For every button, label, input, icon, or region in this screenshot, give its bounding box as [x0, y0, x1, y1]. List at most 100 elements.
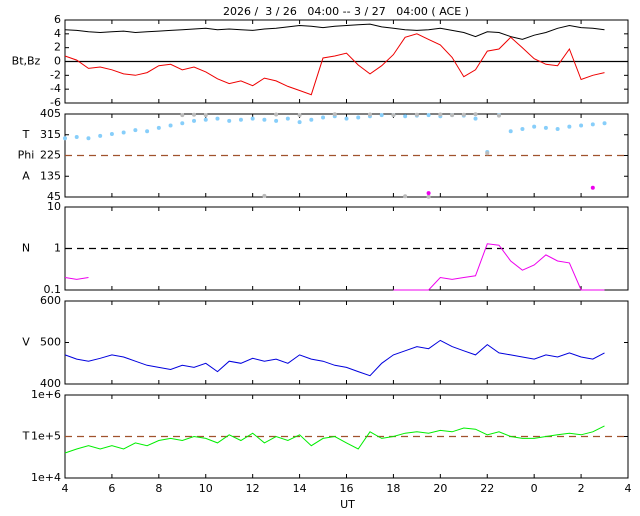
data-point: [297, 113, 302, 118]
x-tick-label: 18: [386, 482, 400, 495]
data-point: [567, 124, 572, 129]
data-point: [180, 113, 185, 118]
data-point: [450, 113, 455, 118]
y-axis-label: A: [22, 169, 30, 182]
y-tick-label: 0.1: [44, 283, 62, 296]
x-tick-label: 8: [155, 482, 162, 495]
x-tick-label: 14: [293, 482, 307, 495]
x-tick-label: 20: [433, 482, 447, 495]
data-point: [74, 135, 79, 140]
y-tick-label: 315: [40, 128, 61, 141]
data-point: [121, 130, 126, 135]
y-tick-label: 10: [47, 200, 61, 213]
data-point: [473, 112, 478, 117]
data-point: [63, 136, 67, 141]
data-point: [426, 113, 431, 118]
data-point: [262, 117, 267, 122]
data-point: [426, 191, 431, 196]
data-point: [156, 125, 161, 130]
data-point: [274, 112, 279, 117]
x-tick-label: 12: [246, 482, 260, 495]
y-tick-label: -2: [50, 68, 61, 81]
y-tick-label: 405: [40, 107, 61, 120]
y-axis-label: T: [22, 128, 30, 141]
data-point: [180, 121, 185, 126]
y-tick-label: -4: [50, 82, 61, 95]
y-axis-label: T: [22, 430, 30, 443]
x-tick-label: 0: [531, 482, 538, 495]
data-point: [285, 116, 290, 121]
data-point: [438, 112, 443, 117]
y-tick-label: 45: [47, 190, 61, 203]
data-point: [168, 123, 173, 128]
series-line: [64, 33, 605, 96]
data-point: [215, 116, 220, 121]
x-axis-label: UT: [340, 498, 355, 511]
x-tick-label: 2: [578, 482, 585, 495]
y-tick-label: 400: [40, 377, 61, 390]
x-tick-label: 22: [480, 482, 494, 495]
data-point: [192, 118, 197, 123]
y-tick-label: 225: [40, 149, 61, 162]
y-axis-label: Bt,Bz: [12, 55, 41, 68]
data-point: [109, 132, 114, 137]
series-line: [64, 23, 605, 40]
y-tick-label: 500: [40, 336, 61, 349]
data-point: [379, 113, 384, 118]
data-point: [403, 114, 408, 119]
data-point: [508, 129, 513, 134]
x-tick-label: 6: [108, 482, 115, 495]
y-axis-label: Phi: [18, 149, 35, 162]
data-point: [274, 118, 279, 123]
data-point: [590, 185, 595, 190]
data-point: [391, 113, 396, 118]
series-line: [393, 243, 605, 291]
data-point: [356, 115, 361, 120]
data-point: [496, 113, 501, 118]
y-tick-label: 600: [40, 294, 61, 307]
y-tick-label: 135: [40, 169, 61, 182]
data-point: [461, 112, 466, 117]
data-point: [145, 129, 150, 134]
data-point: [532, 124, 537, 129]
y-tick-label: -6: [50, 96, 61, 109]
y-tick-label: 0: [54, 55, 61, 68]
data-point: [473, 116, 478, 121]
y-tick-label: 4: [54, 27, 61, 40]
data-point: [520, 126, 525, 131]
data-point: [227, 118, 232, 123]
data-point: [297, 120, 302, 125]
series-line: [64, 425, 605, 454]
data-point: [321, 115, 326, 120]
y-tick-label: 1e+4: [31, 471, 61, 484]
data-point: [579, 123, 584, 128]
data-point: [332, 112, 337, 117]
series-line: [64, 277, 89, 280]
y-tick-label: 1e+6: [31, 388, 61, 401]
y-tick-label: 1: [54, 242, 61, 255]
data-point: [262, 193, 267, 198]
data-point: [344, 116, 349, 121]
data-point: [250, 116, 255, 121]
x-tick-label: 4: [62, 482, 69, 495]
data-point: [543, 125, 548, 130]
y-axis-label: V: [22, 336, 30, 349]
y-tick-label: 6: [54, 13, 61, 26]
panel-frame: [64, 300, 629, 385]
data-point: [403, 194, 408, 199]
data-point: [426, 194, 431, 199]
data-point: [86, 136, 91, 141]
data-point: [590, 122, 595, 127]
data-point: [203, 113, 208, 118]
data-point: [555, 126, 560, 131]
data-point: [602, 121, 607, 126]
data-point: [203, 117, 208, 122]
data-point: [309, 117, 314, 122]
y-tick-label: 2: [54, 41, 61, 54]
series-line: [64, 339, 605, 377]
y-axis-label: N: [22, 242, 30, 255]
x-tick-label: 10: [199, 482, 213, 495]
data-point: [367, 112, 372, 117]
data-point: [192, 112, 197, 117]
